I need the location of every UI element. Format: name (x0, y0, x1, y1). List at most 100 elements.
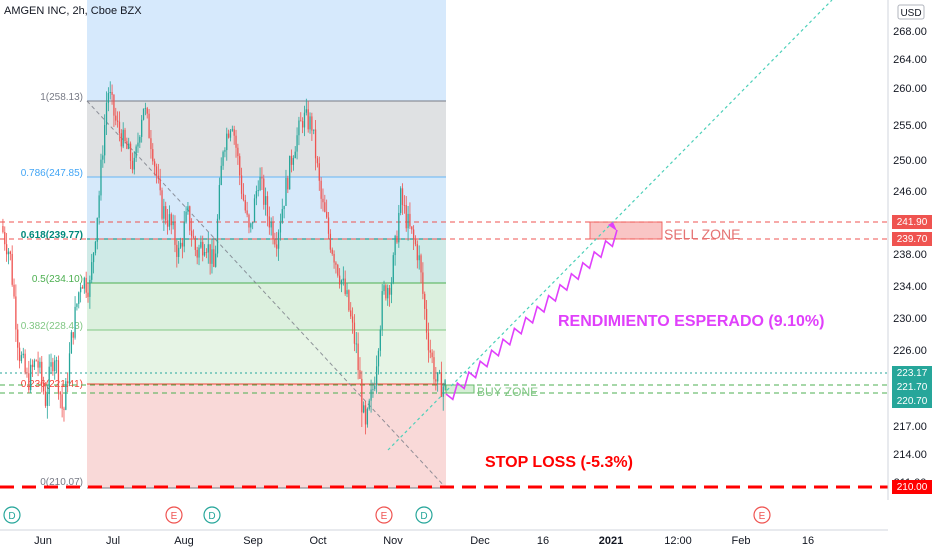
candle-body (239, 156, 241, 176)
candle-body (329, 233, 332, 250)
candle-body (209, 244, 211, 264)
candle-body (142, 108, 145, 120)
candle-body (37, 360, 39, 368)
candle-body (172, 222, 174, 226)
symbol-title: AMGEN INC, 2h, Cboe BZX (4, 5, 142, 17)
candle-body (78, 292, 80, 304)
candle-body (372, 389, 374, 390)
candle-body (181, 242, 184, 247)
candle-body (366, 408, 369, 425)
candle-body (255, 191, 258, 199)
candle-body (388, 287, 391, 295)
candle-body (409, 213, 411, 227)
candle-body (7, 251, 10, 255)
earnings-marker[interactable]: E (375, 506, 393, 524)
fib-zone-05-0382 (87, 283, 446, 330)
candle-body (22, 353, 24, 356)
candle-body (105, 102, 108, 126)
candle-body (163, 206, 165, 219)
candle-body (242, 193, 245, 201)
event-markers: D E D E D E (3, 506, 771, 524)
candle-body (313, 129, 315, 131)
candle-body (264, 196, 267, 205)
candle-body (277, 232, 280, 249)
candle-body (292, 158, 295, 165)
candle-body (11, 253, 13, 285)
candle-body (153, 161, 156, 167)
candle-body (307, 109, 309, 130)
projection-arrow-head (608, 222, 617, 231)
candle-body (72, 332, 74, 338)
sell-zone-label: SELL ZONE (664, 226, 741, 242)
candle-body (81, 287, 84, 289)
candle-body (224, 150, 226, 152)
stop-loss-label: STOP LOSS (-5.3%) (485, 454, 633, 471)
candle-body (414, 238, 417, 245)
dividend-marker-label: D (8, 511, 15, 522)
dividend-marker[interactable]: D (203, 506, 221, 524)
candle-body (26, 372, 28, 374)
candle-body (35, 360, 37, 362)
fib-trend-diagonal (86, 100, 447, 489)
price-axis-label: 246.00 (893, 186, 927, 198)
candle-body (290, 155, 293, 165)
candle-body (348, 290, 350, 311)
candle-body (139, 136, 141, 143)
fib-label-0: 0(210.07) (40, 477, 83, 488)
candle-body (76, 303, 78, 307)
candle-body (118, 121, 121, 134)
fib-label-0382: 0.382(228.43) (21, 321, 83, 332)
candle-body (337, 264, 339, 276)
candle-body (322, 198, 324, 203)
candle-body (300, 120, 302, 122)
candle-body (403, 204, 406, 206)
candle-body (150, 138, 152, 150)
price-axis-background (888, 0, 932, 500)
candle-body (192, 236, 195, 238)
currency-badge-label: USD (900, 8, 921, 19)
currency-badge[interactable]: USD (897, 4, 925, 20)
candle-body (351, 316, 354, 323)
earnings-marker[interactable]: E (165, 506, 183, 524)
candle-body (203, 252, 206, 256)
dividend-marker-circle (3, 506, 21, 524)
fib-zone-1-0786 (87, 101, 446, 177)
fib-label-0618: 0.618(239.77) (21, 230, 83, 241)
candle-body (92, 252, 95, 263)
price-axis-label: 217.00 (893, 421, 927, 433)
candle-body (168, 214, 171, 227)
time-axis-label: 16 (537, 535, 549, 547)
dividend-marker[interactable]: D (3, 506, 21, 524)
candle-body (146, 108, 148, 114)
candle-body (44, 391, 47, 406)
price-tags: 241.90 239.70 223.17 221.70 220.70 210.0… (892, 215, 932, 494)
candle-body (41, 361, 43, 383)
candle-body (357, 343, 359, 371)
candle-body (364, 405, 367, 425)
candle-body (266, 196, 269, 217)
candle-body (52, 362, 54, 372)
candle-body (17, 329, 19, 348)
candle-body (18, 347, 21, 362)
candle-body (91, 262, 93, 280)
buy-zone-box (445, 384, 475, 394)
candle-body (424, 293, 426, 309)
candle-body (318, 163, 320, 181)
fib-zone-0382-0236 (87, 330, 446, 384)
dividend-marker[interactable]: D (415, 506, 433, 524)
candle-body (216, 218, 219, 254)
candle-body (442, 386, 444, 397)
price-axis-label: 214.00 (893, 449, 927, 461)
candle-body (227, 133, 230, 138)
earnings-marker[interactable]: E (753, 506, 771, 524)
candle-body (107, 93, 110, 103)
candle-body (231, 129, 233, 131)
candle-body (222, 151, 224, 166)
candle-body (235, 135, 237, 148)
candle-body (422, 272, 424, 294)
candle-body (263, 178, 265, 205)
candle-body (233, 129, 235, 136)
price-axis-label: 260.00 (893, 83, 927, 95)
candle-body (170, 214, 172, 226)
